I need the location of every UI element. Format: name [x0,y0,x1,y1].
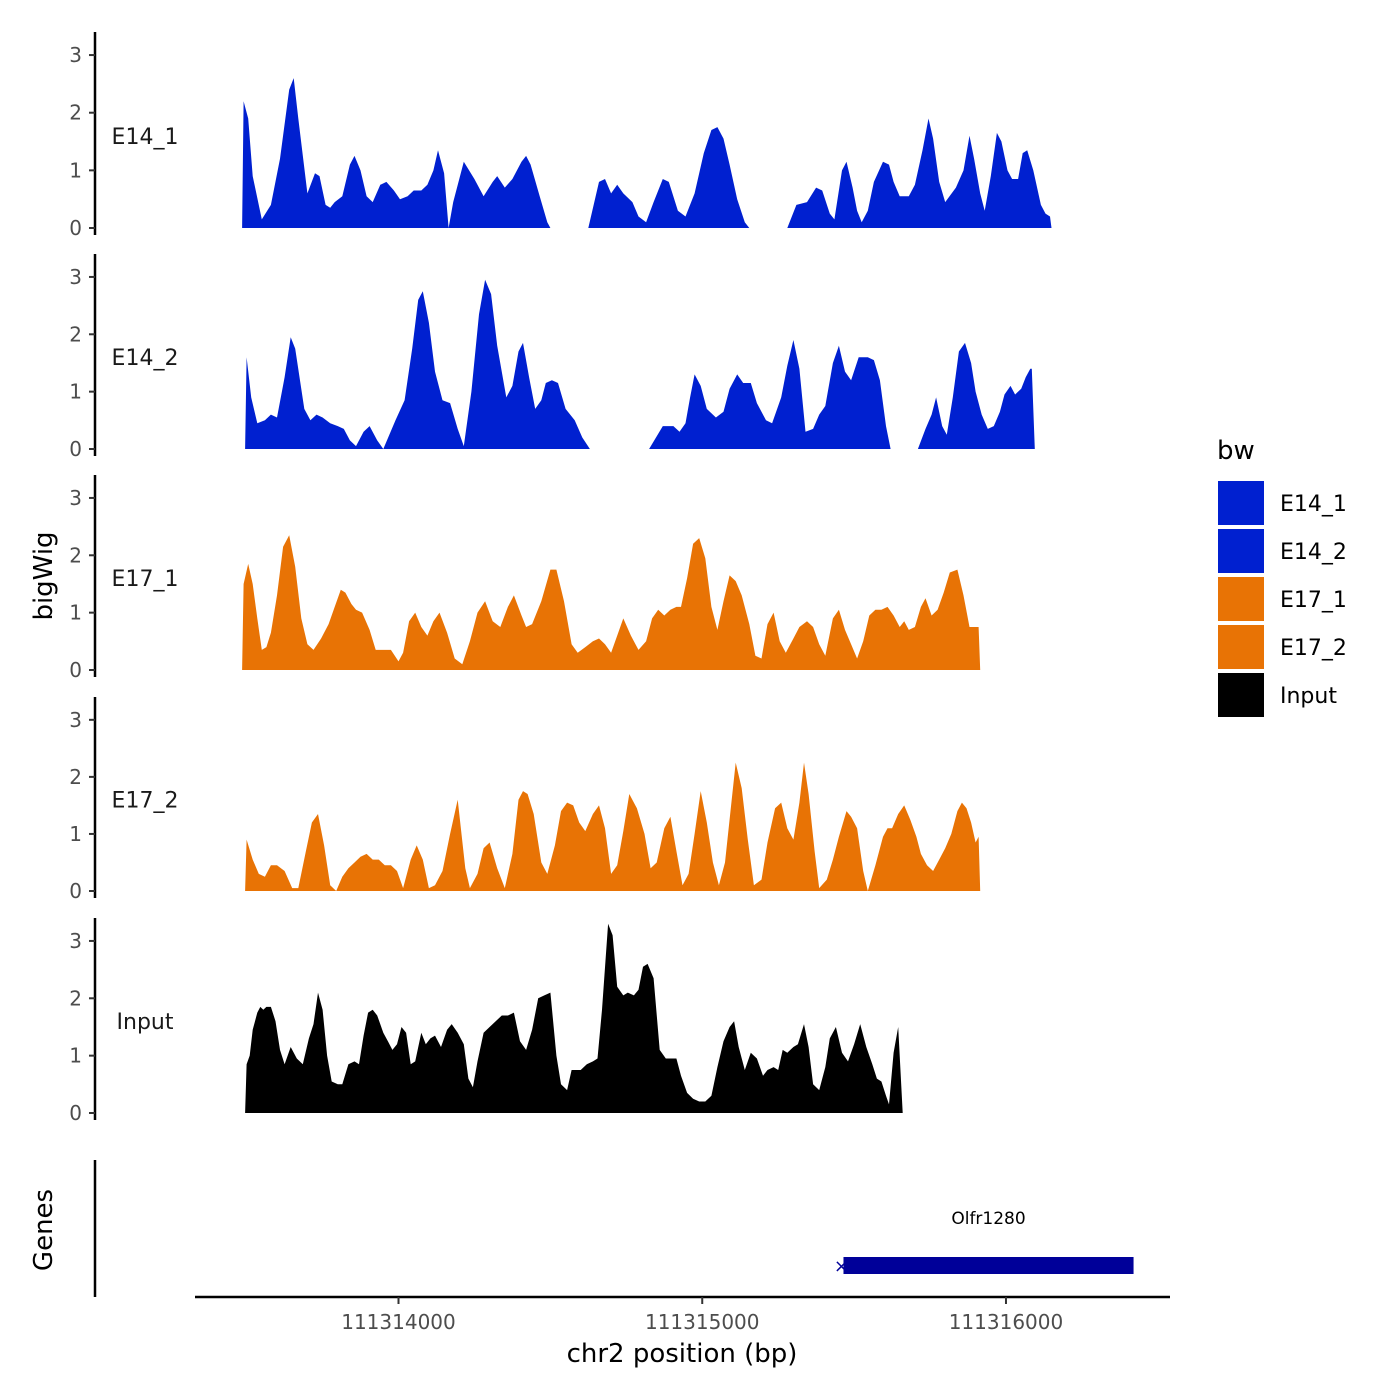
legend-label: E17_2 [1280,636,1347,661]
coverage-area-E14_1 [242,78,1052,228]
x-tick-label: 111316000 [949,1310,1064,1334]
x-tick-label: 111314000 [341,1310,456,1334]
legend-label: E17_1 [1280,588,1347,613]
legend-swatch-E14_1 [1218,481,1264,525]
coverage-area-Input [245,923,903,1113]
track-label: Input [117,1010,174,1035]
y-tick-label: 2 [69,322,82,346]
gene-label: Olfr1280 [951,1209,1025,1229]
track-label: E14_1 [112,125,179,150]
track-label: E17_2 [112,789,179,814]
y-tick-label: 1 [69,822,82,846]
track-E14_2: 0 1 2 3 E14_2 [69,254,1035,461]
track-E14_1: 0 1 2 3 E14_1 [69,32,1052,240]
legend-swatch-E17_2 [1218,625,1264,669]
y-tick-label: 0 [69,437,82,461]
legend-items: E14_1 E14_2 E17_1 E17_2 Input [1218,481,1347,717]
y-tick-label: 2 [69,765,82,789]
legend-swatch-E14_2 [1218,529,1264,573]
y-tick-label: 1 [69,601,82,625]
y-tick-label: 2 [69,101,82,125]
genes-track-title: Genes [29,1189,59,1271]
genes-panel: Genes × Olfr1280 [29,1160,1134,1297]
track-Input: 0 1 2 3 Input [69,918,903,1125]
coverage-area-E17_2 [245,762,981,891]
track-label: E14_2 [112,346,179,371]
legend-swatch-Input [1218,673,1264,717]
legend-swatch-E17_1 [1218,577,1264,621]
gene-body-olfr1280 [843,1257,1134,1274]
legend-label: E14_1 [1280,492,1347,517]
y-tick-label: 2 [69,986,82,1010]
y-tick-label: 0 [69,658,82,682]
x-axis-ticks: 111314000 111315000 111316000 [341,1297,1063,1334]
x-axis: 111314000 111315000 111316000 chr2 positio… [195,1295,1170,1369]
legend-label: E14_2 [1280,540,1347,565]
track-E17_1: 0 1 2 3 E17_1 [69,475,981,682]
coverage-tracks: 0 1 2 3 E14_1 0 1 2 3 E14_2 0 1 2 3 E17_1 0 1 2 3 E17_2 0 1 2 3… [69,32,1052,1125]
y-tick-label: 0 [69,216,82,240]
legend: bw E14_1 E14_2 E17_1 E17_2 Input [1217,436,1347,717]
y-tick-label: 3 [69,929,82,953]
legend-label: Input [1280,684,1337,709]
track-label: E17_1 [112,567,179,592]
track-E17_2: 0 1 2 3 E17_2 [69,697,981,903]
y-tick-label: 3 [69,486,82,510]
y-tick-label: 0 [69,879,82,903]
gene-strand-marker: × [834,1256,849,1277]
y-tick-label: 3 [69,43,82,67]
y-tick-label: 3 [69,708,82,732]
x-axis-title: chr2 position (bp) [567,1339,798,1369]
y-tick-label: 1 [69,158,82,182]
x-tick-label: 111315000 [645,1310,760,1334]
y-tick-label: 1 [69,1044,82,1068]
coverage-area-E14_2 [245,279,1035,449]
y-tick-label: 3 [69,265,82,289]
coverage-area-E17_1 [242,535,981,670]
y-tick-label: 0 [69,1101,82,1125]
y-tick-label: 2 [69,543,82,567]
y-tick-label: 1 [69,380,82,404]
legend-title: bw [1217,436,1255,466]
y-axis-title: bigWig [29,531,59,620]
